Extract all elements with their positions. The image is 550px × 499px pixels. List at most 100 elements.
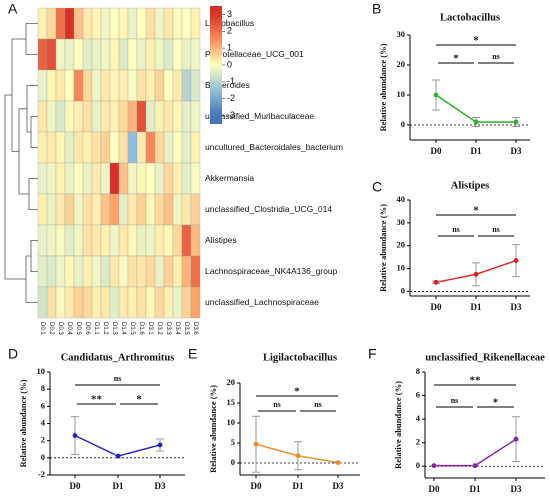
heatmap-cell: [163, 162, 174, 195]
heatmap-cell: [109, 131, 120, 164]
row-label: Bacteroides: [205, 80, 250, 90]
heatmap-cell: [136, 224, 147, 257]
column-label: D3.3: [165, 322, 171, 335]
heatmap-cell: [136, 162, 147, 195]
y-tick-label: 6: [416, 390, 420, 400]
heatmap-cell: [55, 224, 66, 257]
heatmap-cell: [181, 131, 192, 164]
y-tick-label: 0: [416, 460, 420, 470]
heatmap-cell: [82, 69, 93, 102]
row-label: Akkermansia: [205, 173, 254, 183]
heatmap-cell: [127, 255, 138, 288]
heatmap-cell: [172, 255, 183, 288]
heatmap-cell: [145, 38, 156, 71]
heatmap-cell: [190, 38, 201, 71]
heatmap-cell: [91, 193, 102, 226]
column-label: D3.2: [156, 322, 162, 335]
heatmap-cell: [127, 224, 138, 257]
heatmap-cell: [181, 193, 192, 226]
heatmap-cell: [64, 38, 75, 71]
data-line: [255, 443, 339, 464]
significance-label: ns: [114, 374, 122, 383]
column-label: D1.3: [111, 322, 117, 335]
y-tick-label: 0: [401, 285, 405, 295]
significance-label: *: [473, 35, 479, 47]
panel-label: D: [8, 346, 18, 362]
column-label: D0.6: [84, 322, 90, 335]
heatmap-cell: [46, 7, 57, 40]
heatmap-cell: [82, 7, 93, 40]
heatmap-cell: [64, 286, 75, 319]
heatmap-cell: [136, 69, 147, 102]
heatmap-cell: [55, 131, 66, 164]
heatmap-cell: [154, 38, 165, 71]
data-point: [473, 271, 479, 277]
heatmap-cell: [73, 100, 84, 133]
heatmap-cell: [64, 7, 75, 40]
heatmap-cell: [190, 162, 201, 195]
heatmap-cell: [64, 131, 75, 164]
data-point: [513, 436, 519, 442]
heatmap-cell: [100, 255, 111, 288]
colorbar-tick-label: 1: [227, 43, 232, 53]
data-point: [431, 463, 437, 469]
heatmap-cell: [181, 69, 192, 102]
heatmap-cell: [100, 100, 111, 133]
heatmap-cell: [46, 100, 57, 133]
heatmap-cell: [46, 69, 57, 102]
x-tick-label: D1: [113, 481, 124, 491]
heatmap-cell: [154, 224, 165, 257]
heatmap-cell: [190, 193, 201, 226]
heatmap-cell: [37, 286, 48, 319]
heatmap-cell: [118, 131, 129, 164]
heatmap-cell: [82, 255, 93, 288]
panel-label: F: [368, 346, 377, 362]
heatmap-cell: [46, 131, 57, 164]
data-line: [434, 438, 517, 467]
y-tick-label: 0: [41, 452, 45, 462]
heatmap-cell: [46, 224, 57, 257]
chart-title: Lactobacillus: [440, 12, 500, 23]
heatmap-cell: [145, 69, 156, 102]
row-label: unclassified_Lachnospiraceae: [205, 297, 319, 307]
heatmap-cell: [109, 162, 120, 195]
significance-label: **: [91, 394, 103, 406]
heatmap-cell: [145, 100, 156, 133]
chart-title: unclassified_Rikenellaceae: [425, 352, 545, 363]
heatmap-cell: [37, 7, 48, 40]
heatmap-cell: [172, 7, 183, 40]
heatmap-cell: [118, 38, 129, 71]
data-point: [513, 119, 519, 125]
column-label: D0.4: [66, 322, 72, 335]
y-tick-label: 20: [397, 240, 406, 250]
heatmap-cell: [181, 100, 192, 133]
significance-label: ns: [451, 396, 459, 405]
y-tick-label: 10: [397, 89, 406, 99]
x-tick-label: D0: [70, 481, 81, 491]
heatmap-cell: [181, 224, 192, 257]
heatmap-cell: [82, 193, 93, 226]
heatmap-cell: [163, 131, 174, 164]
colorbar: [210, 6, 222, 124]
heatmap-cell: [118, 100, 129, 133]
heatmap-cell: [55, 193, 66, 226]
column-label: D0.1: [39, 322, 45, 335]
data-point: [253, 441, 259, 447]
y-tick-label: 0: [231, 457, 235, 467]
column-label: D1.2: [102, 322, 108, 335]
heatmap-cell: [37, 224, 48, 257]
heatmap-cell: [91, 38, 102, 71]
heatmap-cell: [73, 69, 84, 102]
heatmap-cell: [154, 131, 165, 164]
heatmap-cell: [127, 162, 138, 195]
heatmap-cell: [118, 7, 129, 40]
x-tick-label: D1: [293, 481, 304, 491]
heatmap-cell: [64, 255, 75, 288]
heatmap-cell: [109, 69, 120, 102]
heatmap-cell: [91, 7, 102, 40]
row-label: Prevotellaceae_UCG_001: [205, 49, 304, 59]
heatmap-cell: [73, 162, 84, 195]
heatmap-cell: [73, 38, 84, 71]
heatmap-cell: [154, 255, 165, 288]
data-line: [74, 434, 161, 457]
